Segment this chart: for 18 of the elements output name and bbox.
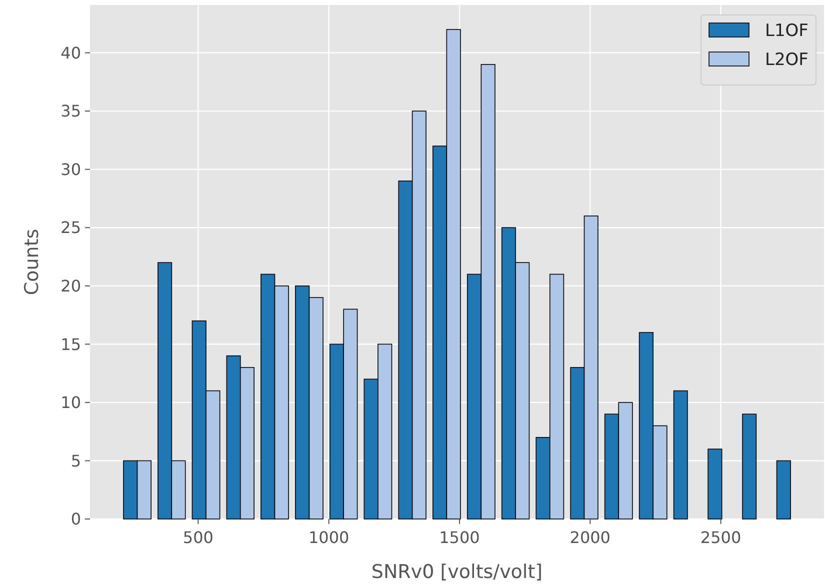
y-tick-label: 10 [60, 393, 81, 412]
y-tick-label: 20 [60, 276, 81, 296]
y-tick-label: 35 [60, 102, 81, 121]
y-tick-label: 15 [60, 334, 81, 354]
y-axis-title: Counts [21, 228, 43, 296]
legend-label: L1OF [765, 20, 808, 41]
x-tick-label: 1500 [439, 528, 480, 547]
y-tick-label: 5 [70, 451, 81, 470]
legend-label: L2OF [765, 50, 808, 70]
x-tick-label: 2000 [570, 528, 610, 547]
x-tick-label: 1000 [308, 528, 350, 547]
y-tick-label: 0 [70, 510, 81, 529]
x-tick-label: 500 [182, 528, 214, 547]
y-tick-label: 30 [60, 160, 81, 179]
y-tick-label: 25 [60, 218, 81, 238]
x-axis-title: SNRv0 [volts/volt] [371, 561, 543, 583]
y-tick-label: 40 [60, 43, 81, 62]
x-tick-label: 2500 [700, 528, 742, 547]
